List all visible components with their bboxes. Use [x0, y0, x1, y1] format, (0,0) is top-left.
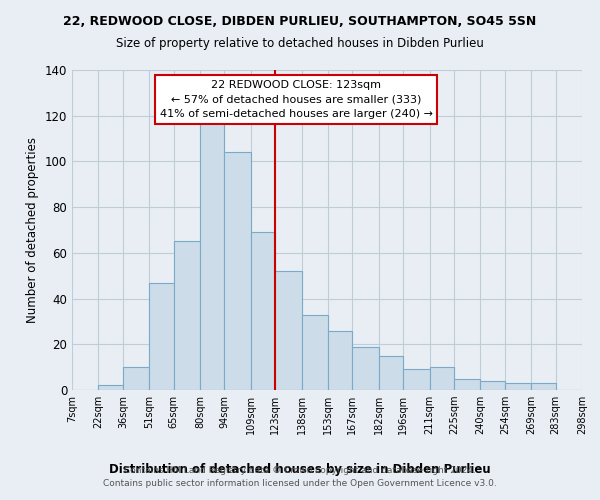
Bar — [200, 122, 224, 390]
Bar — [98, 386, 123, 390]
Bar — [251, 232, 275, 390]
Bar — [403, 370, 430, 390]
Bar — [352, 346, 379, 390]
Bar — [481, 381, 505, 390]
Text: 22 REDWOOD CLOSE: 123sqm
← 57% of detached houses are smaller (333)
41% of semi-: 22 REDWOOD CLOSE: 123sqm ← 57% of detach… — [160, 80, 433, 119]
Bar — [454, 378, 481, 390]
Bar — [430, 367, 454, 390]
Text: Size of property relative to detached houses in Dibden Purlieu: Size of property relative to detached ho… — [116, 38, 484, 51]
Bar — [379, 356, 403, 390]
Text: 22, REDWOOD CLOSE, DIBDEN PURLIEU, SOUTHAMPTON, SO45 5SN: 22, REDWOOD CLOSE, DIBDEN PURLIEU, SOUTH… — [64, 15, 536, 28]
Text: Distribution of detached houses by size in Dibden Purlieu: Distribution of detached houses by size … — [109, 462, 491, 475]
Bar — [275, 271, 302, 390]
Bar — [173, 242, 200, 390]
Bar — [123, 367, 149, 390]
Y-axis label: Number of detached properties: Number of detached properties — [26, 137, 39, 323]
Bar — [328, 330, 352, 390]
Bar — [302, 314, 328, 390]
Bar — [224, 152, 251, 390]
Bar — [505, 383, 531, 390]
Bar — [149, 282, 173, 390]
Bar — [531, 383, 556, 390]
Text: Contains HM Land Registry data © Crown copyright and database right 2024.
Contai: Contains HM Land Registry data © Crown c… — [103, 466, 497, 487]
